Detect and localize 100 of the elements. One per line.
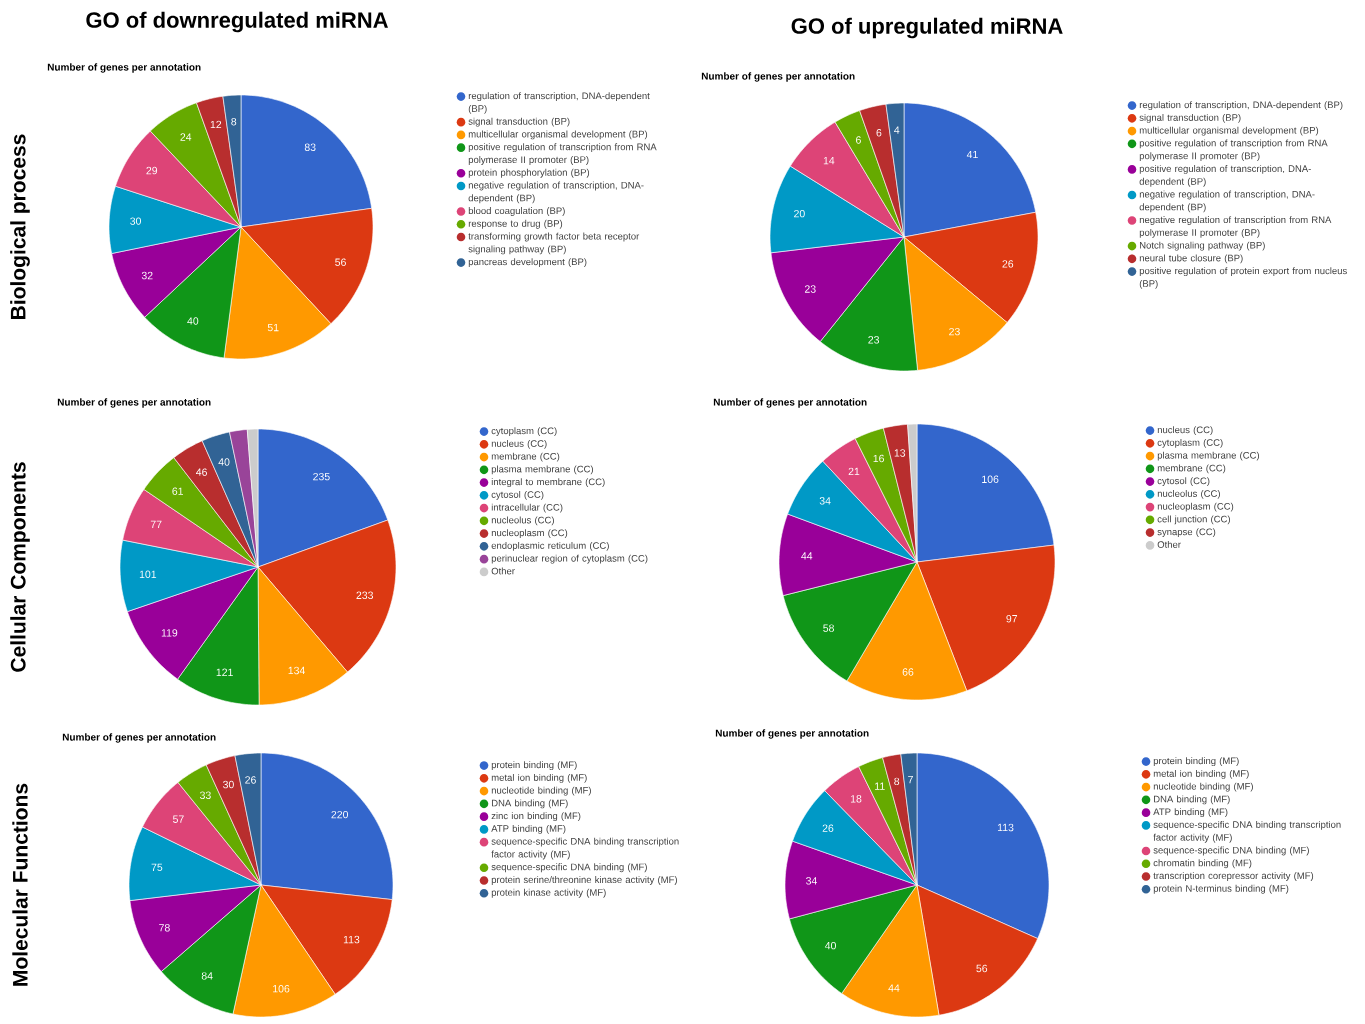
legend-label: regulation of transcription, DNA-dependent (BP) [468,92,650,114]
data-label: 40 [218,458,230,466]
legend-label: perinuclear region of cytoplasm (CC) [491,554,648,564]
legend-label: DNA binding (MF) [1154,795,1230,805]
legend-label: DNA binding (MF) [491,799,568,809]
legend-label: response to drug (BP) [468,219,563,229]
legend-label: Other [1157,540,1181,548]
data-label: 12 [210,120,222,129]
data-label: 44 [888,984,900,992]
legend-label: signal transduction (BP) [468,117,570,127]
data-label: 32 [141,271,153,280]
legend-label: cell junction (CC) [1157,515,1230,525]
data-label: 30 [130,217,141,225]
data-label: 23 [949,327,960,336]
chart-subtitle: Number of genes per annotation [47,63,201,73]
data-label: 6 [876,129,882,137]
legend-label: cytoplasm (CC) [1157,438,1223,448]
data-label: 29 [146,166,158,175]
chart-subtitle: Number of genes per annotation [62,733,216,743]
legend-label: sequence-specific DNA binding transcription factor activity (MF) [1153,820,1341,843]
legend-label: sequence-specific DNA binding transcription factor activity (MF) [491,837,679,860]
chart-subtitle: Number of genes per annotation [713,398,867,408]
data-label: 66 [902,668,914,676]
data-label: 6 [856,136,861,144]
legend-label: protein phosphorylation (BP) [468,168,590,178]
legend-label: Other [491,567,515,575]
text: Biological process [10,134,30,319]
data-label: 7 [908,776,913,784]
data-label: 235 [313,472,330,481]
data-label: 51 [267,323,279,332]
data-label: 119 [161,629,178,637]
data-label: 77 [150,520,162,528]
data-label: 113 [343,935,360,944]
data-label: 14 [823,156,835,165]
data-label: 33 [200,791,211,799]
text: Molecular Functions [12,783,28,986]
data-label: 44 [801,552,813,560]
legend-label: nucleolus (CC) [491,516,554,526]
data-label: 4 [894,126,900,134]
legend-label: neural tube closure (BP) [1139,254,1243,264]
data-label: 18 [850,795,862,803]
legend-label: nucleoplasm (CC) [1157,502,1234,512]
legend-label: nucleotide binding (MF) [1153,782,1253,792]
legend-label: protein N-terminus binding (MF) [1153,884,1289,894]
data-label: 75 [151,863,163,872]
data-label: 57 [172,815,184,823]
legend-label: cytosol (CC) [1157,477,1210,487]
data-label: 20 [794,209,805,218]
data-label: 11 [875,782,885,790]
legend-label: sequence-specific DNA binding (MF) [491,863,647,873]
data-label: 84 [201,972,213,980]
legend-label: endoplasmic reticulum (CC) [491,541,609,551]
data-label: 26 [822,824,834,832]
legend-label: cytosol (CC) [491,490,544,500]
legend-label: membrane (CC) [1157,464,1226,474]
chart-subtitle: Number of genes per annotation [715,729,869,739]
legend-label: nucleoplasm (CC) [491,529,568,539]
legend-label: positive regulation of transcription from RNA polymerase II promoter (BP) [1139,139,1328,162]
legend-label: nucleotide binding (MF) [491,786,591,796]
data-label: 24 [180,133,192,141]
data-label: 21 [848,467,860,476]
data-label: 40 [824,941,836,950]
legend-label: integral to membrane (CC) [491,478,605,488]
data-label: 56 [976,964,988,973]
legend-label: chromatin binding (MF) [1153,859,1252,869]
legend-label: positive regulation of transcription from RNA polymerase II promoter (BP) [468,143,657,165]
legend-label: pancreas development (BP) [468,258,587,268]
data-label: 101 [139,570,157,579]
legend-label: synapse (CC) [1157,528,1216,538]
data-label: 78 [159,924,170,932]
data-label: 121 [216,668,233,676]
legend-label: sequence-specific DNA binding (MF) [1153,846,1309,856]
data-label: 233 [356,591,374,600]
chart-title: GO of downregulated miRNA [86,11,388,33]
data-label: 16 [873,454,884,463]
legend-label: negative regulation of transcription, DNA-dependent (BP) [1139,190,1315,213]
legend-label: cytoplasm (CC) [491,427,557,437]
legend-label: transcription corepressor activity (MF) [1153,872,1314,881]
text: Cellular Components [10,462,30,672]
legend-label: Notch signaling pathway (BP) [1140,241,1265,251]
data-label: 23 [804,285,816,293]
legend-label: regulation of transcription, DNA-dependent (BP) [1139,101,1343,111]
data-label: 41 [966,150,978,159]
data-label: 97 [1006,615,1018,623]
legend-label: protein kinase activity (MF) [491,888,606,898]
legend-label: multicellular organismal development (BP) [468,130,648,140]
data-label: 113 [997,823,1014,832]
legend-label: protein serine/threonine kinase activity (MF) [491,876,677,885]
legend-label: multicellular organismal development (BP) [1139,126,1319,136]
legend-label: signal transduction (BP) [1139,113,1241,123]
legend-label: ATP binding (MF) [491,824,566,834]
data-label: 58 [823,624,834,632]
data-label: 61 [172,487,184,495]
chart-subtitle: Number of genes per annotation [701,72,855,82]
legend-label: zinc ion binding (MF) [491,812,581,822]
legend-label: transforming growth factor beta receptor signaling pathway (BP) [468,232,640,255]
data-label: 13 [894,449,906,457]
data-label: 83 [304,143,316,151]
legend-label: negative regulation of transcription, DNA-dependent (BP) [468,181,644,204]
data-label: 40 [187,317,199,325]
